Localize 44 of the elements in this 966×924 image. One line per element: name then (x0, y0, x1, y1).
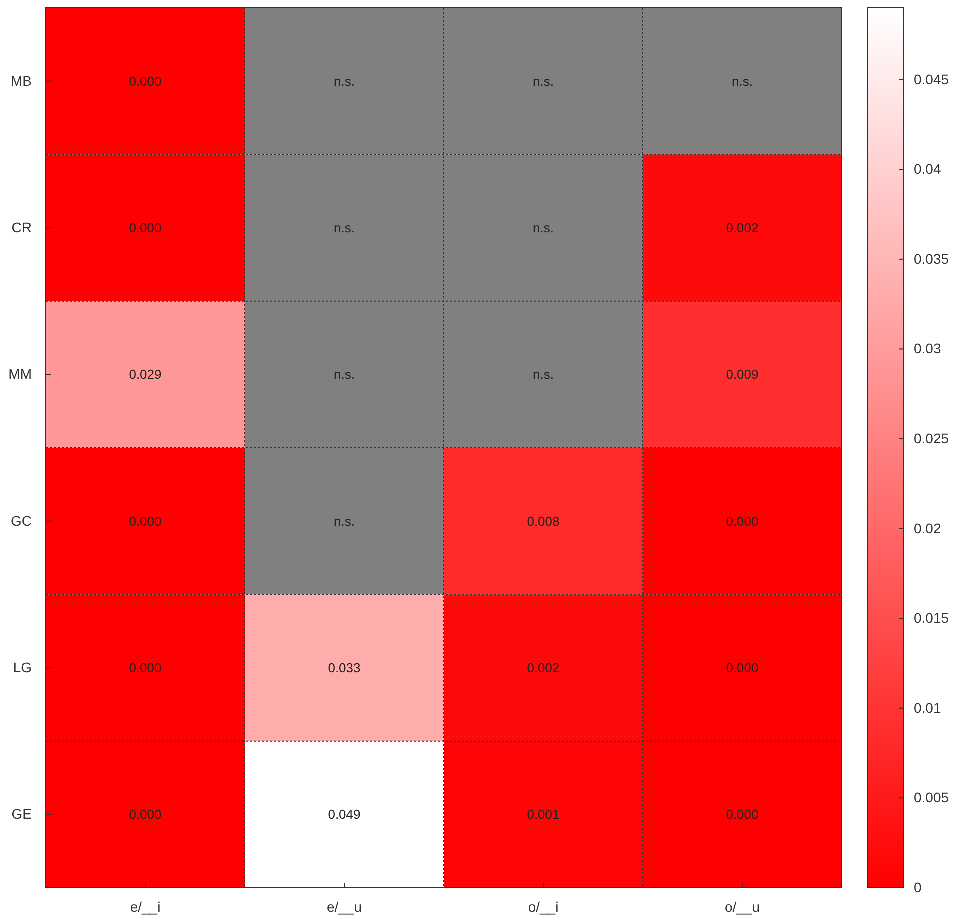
data-label: 0.033 (328, 660, 361, 676)
text: n.s. (533, 220, 554, 236)
data-label: 0.009 (726, 367, 759, 382)
y-tick-label: LG (13, 659, 32, 676)
data-label: 0.000 (129, 74, 162, 89)
color-bar-label: 0.005 (914, 790, 950, 806)
x-tick-label: o/__i (528, 898, 559, 915)
color-bar-label: 0.04 (914, 161, 942, 178)
color-bar-label: 0.03 (914, 340, 942, 357)
text: n.s. (533, 74, 554, 89)
x-tick-label: e/__u (326, 898, 362, 915)
color-bar-label: 0.035 (914, 250, 950, 267)
data-label: 0.001 (527, 807, 560, 822)
text: n.s. (334, 220, 355, 236)
color-bar-label: 0.01 (914, 700, 942, 716)
color-bar-label: 0.015 (914, 610, 950, 626)
color-bar-label: 0.045 (914, 71, 950, 88)
text: n.s. (732, 74, 753, 89)
data-label: 0.000 (726, 514, 759, 529)
data-label: 0.000 (129, 514, 162, 529)
x-tick-label: o/__u (724, 898, 760, 915)
y-tick-label: MB (11, 72, 32, 89)
data-label: 0.000 (726, 807, 759, 822)
color-bar-label: 0.02 (914, 520, 942, 536)
y-tick-label: GE (12, 806, 32, 822)
data-label: 0.049 (328, 807, 361, 822)
data-label: 0.000 (129, 220, 162, 236)
y-tick-label: MM (8, 366, 32, 382)
y-tick-label: GC (11, 512, 32, 529)
data-label: 0.002 (527, 660, 560, 676)
text: n.s. (334, 367, 355, 382)
text: n.s. (533, 367, 554, 382)
data-label: 0.002 (726, 220, 759, 236)
text: n.s. (334, 74, 355, 89)
color-bar-label: 0.025 (914, 430, 950, 446)
color-bar-label: 0 (914, 879, 922, 896)
x-tick-label: e/__i (130, 898, 161, 915)
data-label: 0.000 (129, 660, 162, 676)
text: n.s. (334, 514, 355, 529)
data-label: 0.000 (726, 660, 759, 676)
data-label: 0.000 (129, 807, 162, 822)
data-label: 0.029 (129, 367, 162, 382)
y-tick-label: CR (12, 219, 32, 236)
data-label: 0.008 (527, 514, 560, 529)
